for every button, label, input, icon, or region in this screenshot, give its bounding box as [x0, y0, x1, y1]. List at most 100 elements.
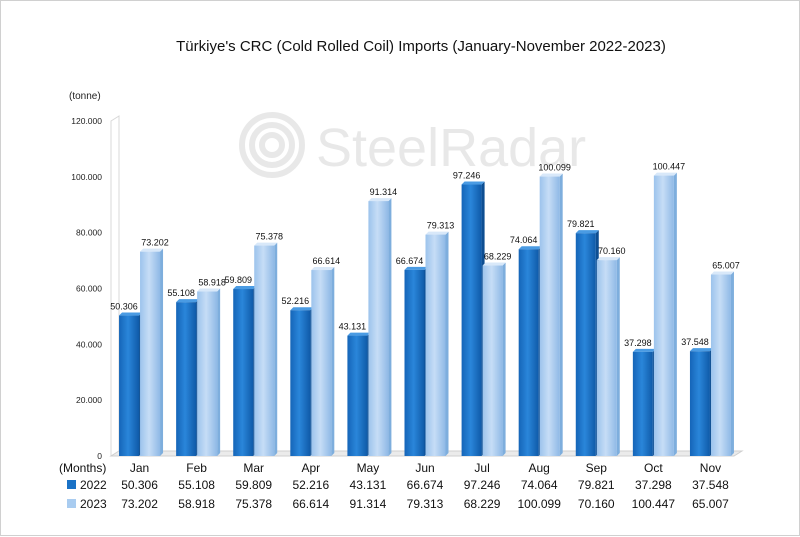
- bar-top-2022-jun: [404, 266, 428, 270]
- value-label-2022-mar: 59.809: [224, 275, 252, 285]
- bar-top-2022-sep: [575, 230, 599, 234]
- bar-2022-oct: [632, 351, 653, 456]
- value-label-2023-jan: 73.202: [141, 238, 169, 248]
- bar-top-2023-jul: [482, 262, 506, 266]
- x-tick-label: Feb: [186, 461, 207, 475]
- bar-side-2023-aug: [559, 173, 563, 457]
- table-cell-2023-sep: 70.160: [578, 497, 615, 511]
- bar-side-2023-may: [388, 198, 392, 456]
- bar-2022-apr: [290, 310, 311, 456]
- bar-2023-jun: [425, 234, 446, 456]
- table-cell-2023-mar: 75.378: [235, 497, 272, 511]
- x-tick-label: Mar: [243, 461, 264, 475]
- y-axis-label: (tonne): [69, 91, 101, 102]
- bar-2022-feb: [176, 302, 197, 456]
- table-cell-2022-may: 43.131: [350, 478, 387, 492]
- value-label-2023-jul: 68.229: [484, 252, 512, 262]
- bar-2023-sep: [596, 260, 617, 456]
- table-cell-2023-oct: 100.447: [632, 497, 676, 511]
- table-cell-2022-jul: 97.246: [464, 478, 501, 492]
- y-tick-label: 60.000: [76, 284, 102, 294]
- table-cell-2022-nov: 37.548: [692, 478, 729, 492]
- bar-2023-jan: [140, 251, 161, 456]
- bar-top-2023-apr: [311, 267, 335, 271]
- bar-top-2023-sep: [596, 257, 620, 261]
- table-cell-2023-jan: 73.202: [121, 497, 158, 511]
- bar-top-2023-jun: [425, 231, 449, 235]
- bar-2023-may: [368, 201, 389, 456]
- bar-2023-nov: [710, 274, 731, 456]
- watermark-logo-icon: [239, 112, 305, 178]
- bar-side-2023-oct: [673, 172, 677, 457]
- table-cell-2022-apr: 52.216: [292, 478, 329, 492]
- bar-top-2022-may: [347, 332, 371, 336]
- value-label-2023-sep: 70.160: [598, 246, 626, 256]
- bar-top-2023-jan: [140, 248, 164, 252]
- x-tick-label: Aug: [529, 461, 550, 475]
- bar-side-2023-jul: [502, 262, 506, 456]
- bar-side-2023-apr: [331, 267, 335, 456]
- value-label-2023-mar: 75.378: [255, 232, 283, 242]
- watermark-text: SteelRadar: [316, 118, 586, 178]
- value-label-2022-oct: 37.298: [624, 338, 652, 348]
- table-cell-2023-feb: 58.918: [178, 497, 215, 511]
- bar-top-2023-aug: [539, 173, 563, 177]
- y-tick-label: 40.000: [76, 339, 102, 349]
- value-label-2023-apr: 66.614: [313, 256, 341, 266]
- bar-top-2023-oct: [653, 172, 677, 176]
- bar-top-2022-apr: [290, 307, 314, 311]
- value-label-2022-may: 43.131: [339, 322, 367, 332]
- x-tick-label: Nov: [700, 461, 721, 475]
- bars: [119, 172, 734, 457]
- table-cell-2023-apr: 66.614: [292, 497, 329, 511]
- bar-side-2023-feb: [217, 288, 221, 456]
- bar-top-2022-oct: [632, 348, 656, 352]
- x-tick-label: Jun: [415, 461, 434, 475]
- bar-2023-feb: [197, 291, 218, 456]
- x-tick-label: Jan: [130, 461, 149, 475]
- x-tick-label: Oct: [644, 461, 663, 475]
- value-label-2023-may: 91.314: [370, 187, 398, 197]
- bar-top-2022-mar: [233, 286, 257, 290]
- bar-top-2022-feb: [176, 299, 200, 303]
- bar-side-2023-jan: [160, 248, 164, 456]
- bar-2022-jul: [461, 184, 482, 456]
- bar-side-2023-jun: [445, 231, 449, 456]
- bar-2022-sep: [575, 233, 596, 456]
- bar-top-2023-mar: [254, 242, 278, 246]
- bar-2022-mar: [233, 289, 254, 456]
- bar-top-2022-nov: [689, 348, 713, 352]
- bar-top-2023-may: [368, 198, 392, 202]
- bar-side-2023-sep: [616, 257, 620, 456]
- bar-2023-oct: [653, 175, 674, 457]
- legend-label-2022: 2022: [80, 478, 107, 492]
- table-cell-2023-may: 91.314: [350, 497, 387, 511]
- value-label-2022-jul: 97.246: [453, 171, 481, 181]
- y-tick-label: 0: [97, 451, 102, 461]
- legend-label-2023: 2023: [80, 497, 107, 511]
- bar-top-2022-jul: [461, 181, 485, 185]
- table-cell-2022-aug: 74.064: [521, 478, 558, 492]
- value-label-2022-jan: 50.306: [110, 302, 138, 312]
- value-label-2022-sep: 79.821: [567, 219, 595, 229]
- watermark: SteelRadar: [239, 112, 586, 178]
- bar-2022-jan: [119, 315, 140, 456]
- table-cell-2022-jun: 66.674: [407, 478, 444, 492]
- table-cell-2022-sep: 79.821: [578, 478, 615, 492]
- y-tick-label: 120.000: [71, 116, 102, 126]
- bar-2023-apr: [311, 270, 332, 456]
- table-cell-2022-jan: 50.306: [121, 478, 158, 492]
- y-tick-label: 20.000: [76, 395, 102, 405]
- data-table: (Months) Jan Feb Mar Apr May Jun Jul Aug Sep Oct N…: [59, 461, 729, 511]
- bar-2023-mar: [254, 245, 275, 456]
- value-label-2023-aug: 100.099: [538, 163, 571, 173]
- bar-2022-may: [347, 335, 368, 456]
- bar-top-2022-aug: [518, 246, 542, 250]
- bar-side-2023-nov: [730, 271, 734, 456]
- bar-side-2023-mar: [274, 242, 278, 456]
- legend-swatch-2022: [67, 480, 76, 489]
- value-label-2022-jun: 66.674: [396, 256, 424, 266]
